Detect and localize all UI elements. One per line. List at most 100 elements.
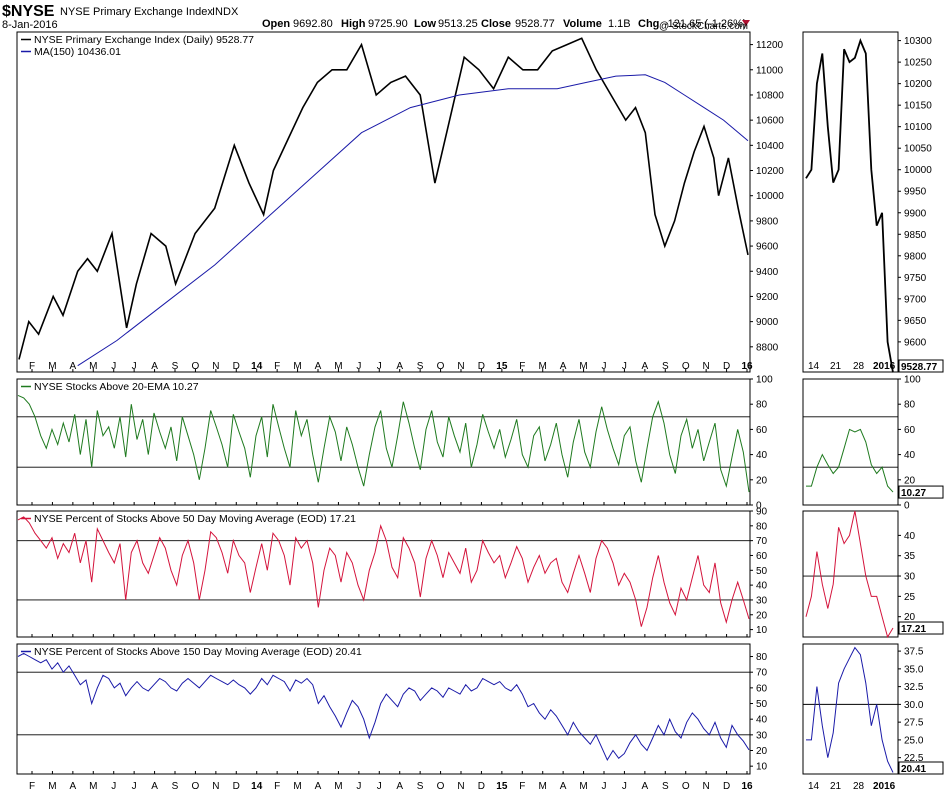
zoom-y-tick-label: 9850: [904, 230, 927, 241]
panel-frame: [16, 510, 751, 638]
y-tick-label: 10: [756, 625, 768, 636]
x-tick-label: A: [70, 781, 77, 792]
series-line-price-0: [18, 37, 749, 360]
x-tick-label: O: [437, 781, 445, 792]
y-tick-label: 80: [756, 521, 768, 532]
volume-label: Volume: [563, 18, 602, 30]
zoom-y-tick-label: 100: [904, 375, 921, 386]
zoom-y-tick-label: 25: [904, 592, 916, 603]
last-value-box: [898, 359, 944, 373]
price-x-tick-label: 15: [496, 361, 508, 372]
y-tick-label: 10: [756, 762, 768, 773]
y-tick-label: 9800: [756, 216, 779, 227]
panel-frame: [16, 31, 751, 373]
price-x-tick-label: J: [622, 361, 627, 372]
y-tick-label: 40: [756, 581, 768, 592]
x-tick-label: D: [233, 781, 240, 792]
high-value: 9725.90: [368, 18, 408, 30]
price-x-tick-label: J: [132, 361, 137, 372]
y-tick-label: 10000: [756, 191, 784, 202]
price-x-tick-label: O: [682, 361, 690, 372]
zoom-y-tick-label: 9950: [904, 187, 927, 198]
x-tick-label: F: [274, 781, 280, 792]
x-tick-label: M: [293, 781, 301, 792]
price-x-tick-label: M: [579, 361, 587, 372]
price-x-tick-label: J: [377, 361, 382, 372]
x-tick-label: F: [519, 781, 525, 792]
y-tick-label: 80: [756, 400, 768, 411]
last-value-label: 17.21: [901, 624, 926, 635]
zoom-y-tick-label: 10300: [904, 36, 932, 47]
legend-entry: NYSE Percent of Stocks Above 50 Day Movi…: [34, 513, 356, 525]
x-tick-label: S: [417, 781, 424, 792]
chart-date: 8-Jan-2016: [2, 19, 58, 31]
y-tick-label: 10200: [756, 166, 784, 177]
x-tick-label: M: [579, 781, 587, 792]
zoom-y-tick-label: 40: [904, 450, 916, 461]
x-tick-label: A: [642, 781, 649, 792]
down-arrow-icon: [742, 20, 750, 26]
y-tick-label: 9000: [756, 317, 779, 328]
chg-label: Chg: [638, 18, 659, 30]
legend-entry: NYSE Stocks Above 20-EMA 10.27: [34, 381, 199, 393]
price-x-tick-label: N: [457, 361, 464, 372]
x-tick-label: 15: [496, 781, 508, 792]
price-x-tick-label: A: [151, 361, 158, 372]
price-x-tick-label: J: [111, 361, 116, 372]
price-x-tick-label: A: [70, 361, 77, 372]
zoom-x-tick-label: 14: [808, 781, 820, 792]
close-value: 9528.77: [515, 18, 555, 30]
y-tick-label: 9200: [756, 292, 779, 303]
zoom-y-tick-label: 10100: [904, 122, 932, 133]
y-tick-label: 70: [756, 668, 768, 679]
x-tick-label: D: [723, 781, 730, 792]
x-tick-label: D: [478, 781, 485, 792]
panel-pct150: 10 20 30 40 50 60 70 80 NYSE Percent of Stocks A…: [16, 643, 944, 775]
zoom-y-tick-label: 25.0: [904, 735, 924, 746]
price-x-tick-label: O: [437, 361, 445, 372]
y-tick-label: 50: [756, 699, 768, 710]
last-value-box: [898, 485, 944, 499]
zoom-y-tick-label: 37.5: [904, 647, 924, 658]
y-tick-label: 20: [756, 610, 768, 621]
zoom-y-tick-label: 10000: [904, 165, 932, 176]
last-value-label: 9528.77: [901, 362, 938, 373]
price-x-tick-label: A: [560, 361, 567, 372]
chart-header: $NYSE NYSE Primary Exchange Index INDX 8…: [2, 3, 750, 31]
price-x-tick-label: A: [642, 361, 649, 372]
series-line-ema20-0: [17, 394, 750, 493]
chg-value: -121.65 (-1.26%): [664, 18, 747, 30]
zoom-series-line: [806, 646, 894, 773]
zoom-y-tick-label: 9600: [904, 337, 927, 348]
x-tick-label: N: [457, 781, 464, 792]
zoom-y-tick-label: 9650: [904, 316, 927, 327]
zoom-x-tick-label: 21: [830, 781, 842, 792]
price-x-tick-label: F: [274, 361, 280, 372]
price-x-tick-label: F: [519, 361, 525, 372]
y-tick-label: 10800: [756, 90, 784, 101]
price-x-tick-label: D: [233, 361, 240, 372]
x-tick-label: S: [172, 781, 179, 792]
zoom-price-x-tick-label: 2016: [873, 361, 896, 372]
low-value: 9513.25: [438, 18, 478, 30]
price-x-tick-label: M: [48, 361, 56, 372]
last-value-box: [898, 621, 944, 635]
price-x-tick-label: O: [192, 361, 200, 372]
zoom-x-tick-label: 2016: [873, 781, 896, 792]
zoom-y-tick-label: 60: [904, 425, 916, 436]
zoom-y-tick-label: 32.5: [904, 682, 924, 693]
index-name: NYSE Primary Exchange Index: [60, 6, 213, 18]
zoom-y-tick-label: 10150: [904, 101, 932, 112]
legend-entry: NYSE Percent of Stocks Above 150 Day Mov…: [34, 646, 362, 658]
zoom-y-tick-label: 20: [904, 612, 916, 623]
y-tick-label: 10600: [756, 116, 784, 127]
close-label: Close: [481, 18, 511, 30]
price-x-tick-label: S: [417, 361, 424, 372]
y-tick-label: 90: [756, 507, 768, 518]
zoom-y-tick-label: 27.5: [904, 718, 924, 729]
panel-price: 8800 9000 9200 9400 9600 9800 10000 10200 10400 1…: [16, 31, 944, 373]
panel-ema20: 0 20 40 60 80 100 NYSE Stocks Above 20-EMA 10.…: [16, 375, 944, 512]
legend-entry: NYSE Primary Exchange Index (Daily) 9528…: [34, 34, 254, 46]
panel-frame: [16, 378, 751, 506]
y-tick-label: 40: [756, 715, 768, 726]
